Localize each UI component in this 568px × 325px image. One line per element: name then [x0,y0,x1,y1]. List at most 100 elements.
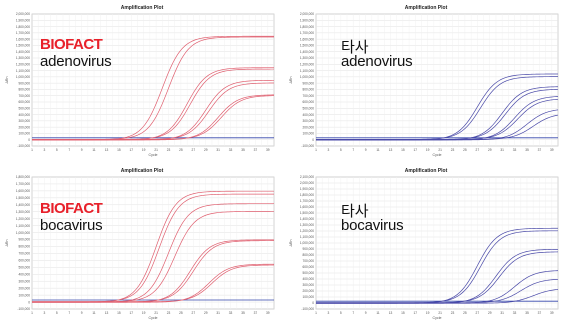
y-tick-label: 200,000 [302,289,314,293]
y-tick-label: 1,300,000 [300,56,314,60]
x-tick-label: 5 [340,311,342,315]
x-tick-label: 33 [513,148,517,152]
amplification-curve [32,264,275,303]
y-tick-label: 1,100,000 [300,235,314,239]
y-tick-label: 1,700,000 [300,31,314,35]
x-tick-label: 1 [315,148,317,152]
y-tick-label: 800,000 [302,88,314,92]
x-tick-label: 17 [414,311,418,315]
x-tick-label: 25 [179,311,183,315]
x-tick-label: 5 [56,311,58,315]
y-tick-label: 2,000,000 [300,12,314,16]
x-tick-label: 15 [401,311,405,315]
y-axis-label: ΔRn [289,240,293,247]
x-tick-label: 15 [401,148,405,152]
x-tick-label: 33 [229,148,233,152]
y-tick-label: 400,000 [18,113,30,117]
y-tick-label: 1,100,000 [16,224,30,228]
y-tick-label: 0 [312,301,314,305]
amplification-chart: 2,000,000 1,900,000 1,800,000 1,700,000 1,60… [5,12,275,157]
y-tick-label: 0 [312,138,314,142]
y-tick-label: 300,000 [302,283,314,287]
y-tick-label: 100,000 [18,132,30,136]
y-tick-label: 1,900,000 [300,187,314,191]
amplification-curve [316,109,559,141]
x-axis-label: Cycle [149,316,158,320]
x-tick-label: 29 [204,311,208,315]
brand-label: 타사 [341,39,369,56]
x-axis-label: Cycle [433,316,442,320]
y-tick-label: 400,000 [302,277,314,281]
y-tick-label: 500,000 [18,106,30,110]
x-tick-label: 37 [254,148,258,152]
x-tick-label: 11 [376,311,380,315]
brand-label: BIOFACT [40,200,103,217]
x-tick-label: 29 [488,311,492,315]
y-tick-label: 1,400,000 [300,50,314,54]
y-axis-label: ΔRn [289,77,293,84]
y-tick-label: 400,000 [302,113,314,117]
amplification-plot-panel: Amplification Plot 2,000,000 1,900,000 1,8… [284,0,568,162]
y-tick-label: 1,500,000 [16,44,30,48]
x-tick-label: 35 [525,311,529,315]
x-tick-label: 9 [365,311,367,315]
y-tick-label: 1,600,000 [300,37,314,41]
x-tick-label: 23 [167,311,171,315]
plot-area [315,13,559,147]
amplification-curve [32,94,275,141]
y-tick-label: 1,000,000 [16,231,30,235]
y-tick-label: 1,800,000 [16,175,30,179]
y-tick-label: 1,800,000 [300,25,314,29]
x-tick-label: 3 [44,148,46,152]
target-label: adenovirus [40,53,112,70]
x-tick-label: 29 [488,148,492,152]
chart-title: Amplification Plot [404,168,448,174]
y-tick-label: 500,000 [302,271,314,275]
amplification-curve [316,289,559,304]
y-tick-label: 1,000,000 [300,241,314,245]
y-tick-label: 0 [28,300,30,304]
y-tick-label: 900,000 [18,238,30,242]
y-tick-label: 600,000 [18,100,30,104]
x-tick-label: 9 [81,148,83,152]
y-tick-label: 1,700,000 [16,182,30,186]
x-tick-label: 9 [81,311,83,315]
x-tick-label: 11 [92,148,96,152]
y-tick-label: 1,400,000 [300,217,314,221]
amplification-chart: 2,000,000 1,900,000 1,800,000 1,700,000 1,60… [289,12,559,157]
x-tick-label: 29 [204,148,208,152]
y-tick-label: 1,300,000 [16,210,30,214]
y-tick-label: 100,000 [302,295,314,299]
x-tick-label: 25 [463,311,467,315]
x-tick-label: 5 [340,148,342,152]
x-tick-label: 23 [167,148,171,152]
x-tick-label: 19 [142,311,146,315]
x-tick-label: 9 [365,148,367,152]
y-tick-label: 200,000 [18,286,30,290]
x-tick-label: 7 [352,148,354,152]
plot-area [31,13,275,147]
y-tick-label: 700,000 [302,94,314,98]
y-tick-label: 200,000 [302,125,314,129]
x-tick-label: 31 [500,148,504,152]
y-tick-label: 700,000 [18,94,30,98]
y-tick-label: 300,000 [18,279,30,283]
x-tick-label: 21 [154,311,158,315]
x-tick-label: 39 [550,148,554,152]
y-tick-label: 1,000,000 [16,75,30,79]
y-tick-label: 1,300,000 [16,56,30,60]
x-tick-label: 21 [438,148,442,152]
y-tick-label: 800,000 [18,245,30,249]
plot-area [31,176,275,310]
x-tick-label: 17 [130,148,134,152]
amplification-chart: 2,100,000 2,000,000 1,900,000 1,800,000 1,70… [289,175,559,320]
y-tick-label: 800,000 [302,253,314,257]
y-tick-label: 2,000,000 [300,181,314,185]
x-tick-label: 1 [315,311,317,315]
x-tick-label: 15 [117,311,121,315]
x-tick-label: 13 [389,311,393,315]
y-tick-label: 1,900,000 [300,18,314,22]
x-tick-label: 33 [513,311,517,315]
y-tick-label: 1,300,000 [300,223,314,227]
x-tick-label: 27 [476,148,480,152]
